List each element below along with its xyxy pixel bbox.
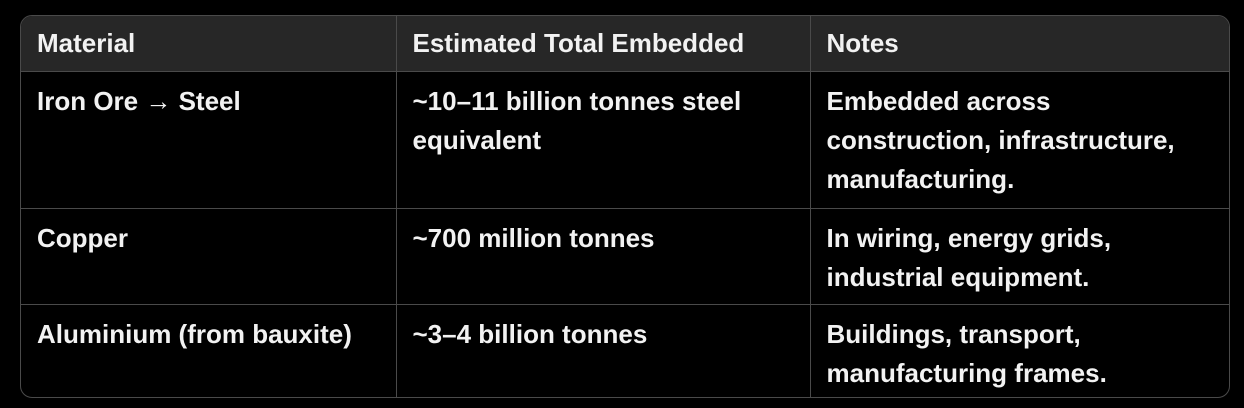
header-notes: Notes [810,16,1229,72]
cell-estimated-total: ~10–11 billion tonnes steel equivalent [396,71,811,209]
header-material: Material [21,16,397,72]
cell-estimated-total: ~3–4 billion tonnes [396,304,811,397]
cell-material: Copper [21,208,397,305]
cell-notes: In wiring, energy grids, industrial equi… [810,208,1229,305]
table-header: Material Estimated Total Embedded Notes [21,16,1229,72]
table-body: Iron Ore → Steel ~10–11 billion tonnes s… [21,71,1229,397]
cell-notes: Buildings, transport, manufacturing fram… [826,318,1107,388]
table-row: Aluminium (from bauxite) ~3–4 billion to… [21,304,1229,397]
cell-estimated-total: ~700 million tonnes [396,208,811,305]
cell-material: Iron Ore → Steel [21,71,397,209]
cell-notes: Embedded across construction, infrastruc… [810,71,1229,209]
header-estimated-total-embedded: Estimated Total Embedded [396,16,811,72]
table-row: Iron Ore → Steel ~10–11 billion tonnes s… [21,71,1229,209]
table-row: Copper ~700 million tonnes In wiring, en… [21,208,1229,305]
materials-table: Material Estimated Total Embedded Notes … [21,16,1229,397]
materials-table-container: Material Estimated Total Embedded Notes … [20,15,1230,398]
cell-material: Aluminium (from bauxite) [21,304,397,397]
header-row: Material Estimated Total Embedded Notes [21,16,1229,72]
